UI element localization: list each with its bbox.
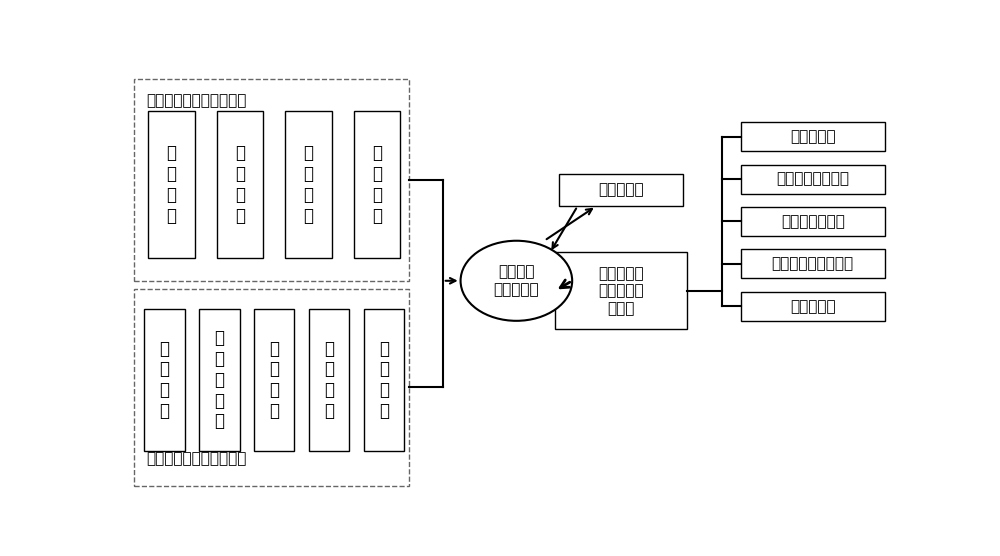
Text: 入
口
风
压: 入 口 风 压	[235, 145, 245, 225]
Text: 热一次风调整门: 热一次风调整门	[781, 214, 845, 229]
Text: 指令输出至
电站锅炉制
粉系统: 指令输出至 电站锅炉制 粉系统	[598, 266, 644, 316]
Bar	[134, 289, 409, 485]
Bar	[741, 291, 885, 321]
Text: 出口快关门: 出口快关门	[790, 130, 836, 145]
Bar	[741, 207, 885, 236]
Bar	[354, 111, 400, 257]
Ellipse shape	[461, 241, 572, 321]
Text: 出
口
风
量: 出 口 风 量	[379, 340, 389, 420]
Bar	[741, 165, 885, 194]
Bar	[741, 249, 885, 279]
Text: 入口隔绝门: 入口隔绝门	[790, 299, 836, 314]
Bar	[148, 111, 195, 257]
Bar	[199, 309, 240, 451]
Text: 入
口
风
温: 入 口 风 温	[166, 145, 176, 225]
Text: 数据存储器: 数据存储器	[598, 182, 644, 197]
Text: 入
口
风
量: 入 口 风 量	[303, 145, 313, 225]
Text: 可冷一次风风调整门: 可冷一次风风调整门	[772, 256, 854, 271]
Bar	[217, 111, 263, 257]
Bar	[254, 309, 294, 451]
Bar	[555, 252, 687, 329]
Bar	[741, 122, 885, 151]
Text: 磨煤机出口参数信息采集: 磨煤机出口参数信息采集	[146, 451, 246, 466]
Text: 缩
孔
开
度: 缩 孔 开 度	[160, 340, 170, 420]
Text: 出
口
风
温: 出 口 风 温	[269, 340, 279, 420]
Bar	[364, 309, 404, 451]
Text: 设
备
状
态: 设 备 状 态	[372, 145, 382, 225]
Bar	[144, 309, 185, 451]
Text: 磨煤机入口参数信息采集: 磨煤机入口参数信息采集	[146, 93, 246, 108]
Bar	[309, 309, 349, 451]
Text: 出
口
门
状
态: 出 口 门 状 态	[214, 329, 224, 430]
Bar	[134, 79, 409, 281]
Text: 节流阻力调节装置: 节流阻力调节装置	[776, 172, 849, 187]
Text: 出
口
风
压: 出 口 风 压	[324, 340, 334, 420]
Bar	[285, 111, 332, 257]
Bar	[559, 173, 683, 206]
Text: 数据处理
及计算装置: 数据处理 及计算装置	[494, 265, 539, 297]
